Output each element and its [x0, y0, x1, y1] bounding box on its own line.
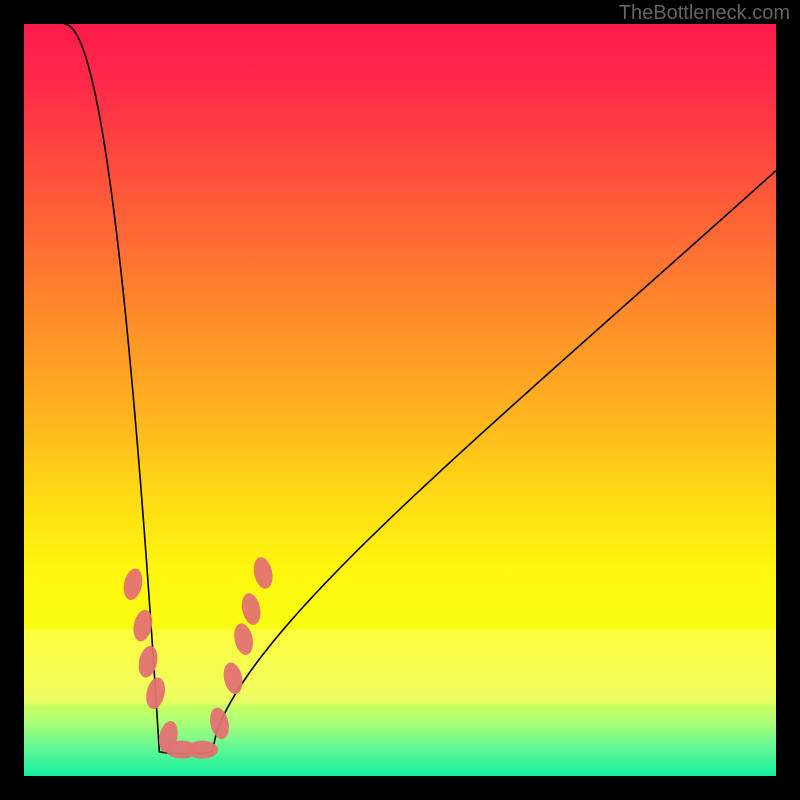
chart-container: TheBottleneck.com: [0, 0, 800, 800]
plot-area: [24, 24, 776, 776]
chart-svg: [24, 24, 776, 776]
watermark-text: TheBottleneck.com: [619, 2, 790, 25]
yellow-band: [24, 629, 776, 704]
marker-point: [186, 741, 218, 759]
